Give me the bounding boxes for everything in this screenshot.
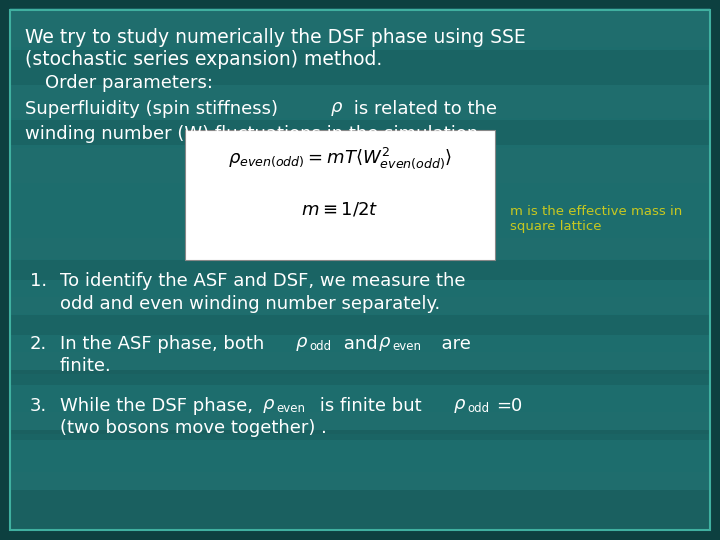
Bar [10,145,710,180]
Bar [10,374,710,412]
Bar [10,335,710,370]
Text: Superfluidity (spin stiffness): Superfluidity (spin stiffness) [25,100,289,118]
Bar [10,385,710,430]
Text: 1.: 1. [30,272,47,290]
Text: 3.: 3. [30,397,48,415]
Text: and: and [338,335,383,353]
Text: $m \equiv 1/2t$: $m \equiv 1/2t$ [301,200,379,218]
Text: In the ASF phase, both: In the ASF phase, both [60,335,270,353]
Text: odd: odd [467,402,489,415]
Bar [10,85,710,120]
Text: is finite but: is finite but [314,397,428,415]
Text: even: even [392,340,421,353]
Bar [10,180,710,260]
Bar [10,440,710,490]
Text: (two bosons move together) .: (two bosons move together) . [60,419,327,437]
Text: 2.: 2. [30,335,48,353]
Text: odd and even winding number separately.: odd and even winding number separately. [60,295,440,313]
Text: $\rho$: $\rho$ [262,397,275,415]
Text: We try to study numerically the DSF phase using SSE: We try to study numerically the DSF phas… [25,28,526,47]
Text: $\rho$: $\rho$ [295,335,308,353]
Text: odd: odd [309,340,331,353]
Text: $\rho$: $\rho$ [378,335,391,353]
Bar [10,259,710,297]
Text: To identify the ASF and DSF, we measure the: To identify the ASF and DSF, we measure … [60,272,466,290]
Text: =0: =0 [496,397,522,415]
Bar [10,314,710,352]
Text: are: are [430,335,471,353]
Text: is related to the: is related to the [348,100,497,118]
Text: $\rho$: $\rho$ [330,100,343,118]
Bar [10,183,710,238]
Bar [185,130,495,260]
Text: Order parameters:: Order parameters: [45,74,213,92]
Bar [10,47,710,85]
Bar [10,280,710,315]
Text: $\rho$: $\rho$ [453,397,467,415]
Text: $\rho_{even(odd)} = mT\langle W^2_{even(odd)}\rangle$: $\rho_{even(odd)} = mT\langle W^2_{even(… [228,145,452,171]
Text: (stochastic series expansion) method.: (stochastic series expansion) method. [25,50,382,69]
Text: even: even [276,402,305,415]
Text: winding number (W) fluctuations in the simulation.: winding number (W) fluctuations in the s… [25,125,484,143]
Bar [10,118,710,148]
Text: m is the effective mass in
square lattice: m is the effective mass in square lattic… [510,205,683,233]
Bar [10,434,710,472]
Bar [10,8,710,50]
Text: finite.: finite. [60,357,112,375]
Text: While the DSF phase,: While the DSF phase, [60,397,253,415]
